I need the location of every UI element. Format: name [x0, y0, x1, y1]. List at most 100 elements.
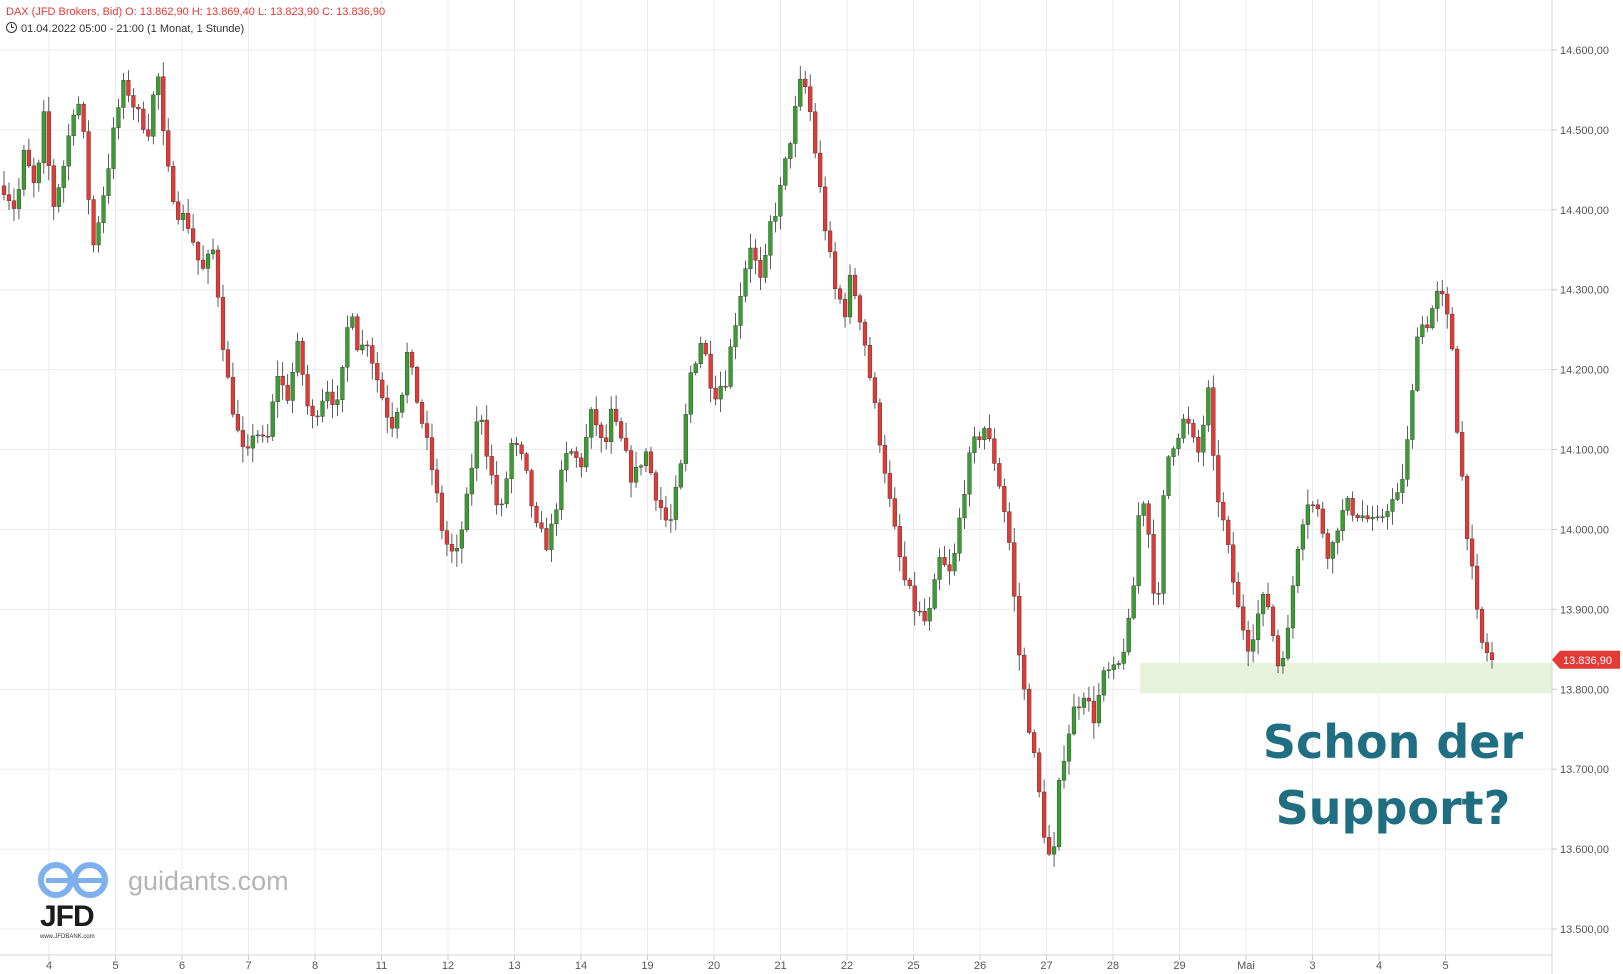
candle-up [643, 451, 649, 467]
candle-up [320, 400, 325, 417]
candle-up [1370, 516, 1375, 520]
time-tick-label: 5 [1442, 960, 1448, 972]
annotation-line-1: Schon der [1262, 715, 1524, 769]
candle-down [1, 185, 7, 195]
candle-up [763, 255, 768, 278]
candle-down [385, 397, 390, 418]
candle-down [1002, 486, 1007, 512]
time-tick-label: 29 [1173, 960, 1185, 972]
candle-down [46, 111, 51, 166]
candle-down [917, 610, 922, 613]
candle-down [235, 413, 240, 431]
candle-up [1111, 664, 1116, 671]
candle-up [1206, 387, 1211, 426]
candle-down [604, 437, 609, 443]
time-tick-label: 14 [575, 960, 587, 972]
candle-up [549, 523, 554, 550]
candle-up [1181, 418, 1186, 439]
candle-down [370, 345, 375, 364]
candle-up [464, 493, 469, 530]
candle-down [146, 129, 151, 137]
candle-up [1420, 324, 1425, 338]
candle-down [260, 434, 265, 437]
candle-down [1320, 508, 1325, 534]
candle-down [200, 259, 206, 269]
candle-up [1330, 542, 1335, 559]
candle-down [837, 288, 843, 300]
candle-up [250, 435, 255, 449]
candle-down [539, 522, 544, 529]
candle-down [1186, 418, 1191, 424]
candle-down [663, 507, 668, 521]
candle-up [957, 517, 962, 554]
candle-up [768, 221, 773, 256]
candle-down [444, 530, 450, 545]
candle-up [1285, 627, 1291, 659]
candle-up [698, 343, 703, 364]
watermark-brand: JFD [40, 900, 95, 933]
candle-up [569, 451, 574, 454]
candle-down [439, 492, 445, 531]
price-tick-label: 13.700,00 [1560, 764, 1609, 776]
candle-down [708, 353, 713, 389]
clock-icon [6, 22, 17, 33]
candle-up [106, 168, 111, 196]
candle-down [887, 473, 892, 499]
candle-up [1136, 515, 1141, 586]
candle-down [484, 419, 489, 457]
candle-down [753, 247, 758, 261]
candle-down [628, 450, 634, 483]
candle-up [1375, 516, 1380, 519]
candle-down [215, 249, 221, 298]
watermark-url: www.JFDBANK.com [40, 934, 95, 940]
candle-down [245, 446, 250, 449]
candle-up [688, 372, 693, 415]
candle-down [91, 199, 96, 246]
candles [1, 62, 1495, 867]
candle-down [713, 388, 718, 400]
candle-up [350, 316, 355, 328]
candle-down [166, 130, 171, 167]
candle-down [409, 352, 415, 368]
candle-up [345, 327, 350, 368]
candle-up [1400, 479, 1405, 493]
candle-down [1027, 688, 1032, 733]
time-tick-label: 7 [245, 960, 251, 972]
candle-down [514, 442, 519, 445]
candle-down [230, 377, 236, 415]
candle-up [633, 467, 639, 483]
candle-down [1270, 606, 1276, 636]
candle-down [1450, 313, 1455, 350]
candle-down [594, 409, 599, 426]
candle-down [1007, 511, 1012, 543]
candle-up [16, 189, 22, 209]
candle-down [285, 384, 290, 401]
candle-down [429, 437, 435, 471]
candle-down [997, 463, 1002, 487]
time-tick-label: 4 [1376, 960, 1382, 972]
candle-up [718, 386, 723, 400]
candle-up [270, 401, 275, 437]
candle-down [1091, 700, 1096, 724]
candle-up [1071, 706, 1077, 735]
candle-up [360, 344, 365, 351]
candle-down [818, 152, 823, 188]
candle-up [1096, 694, 1101, 724]
candle-down [618, 421, 624, 439]
candle-up [454, 547, 459, 552]
price-tick-label: 14.500,00 [1560, 125, 1609, 137]
price-tick-label: 14.400,00 [1560, 205, 1609, 217]
candle-up [1081, 697, 1087, 708]
candle-up [738, 296, 743, 326]
candle-up [1166, 456, 1171, 496]
candle-down [1022, 654, 1027, 690]
candle-down [1474, 565, 1480, 610]
candle-up [335, 399, 340, 405]
candle-up [609, 408, 614, 443]
time-tick-label: 20 [708, 960, 720, 972]
candle-up [101, 195, 106, 223]
candle-up [1126, 617, 1131, 653]
candle-up [1066, 733, 1072, 762]
candle-up [962, 494, 967, 519]
